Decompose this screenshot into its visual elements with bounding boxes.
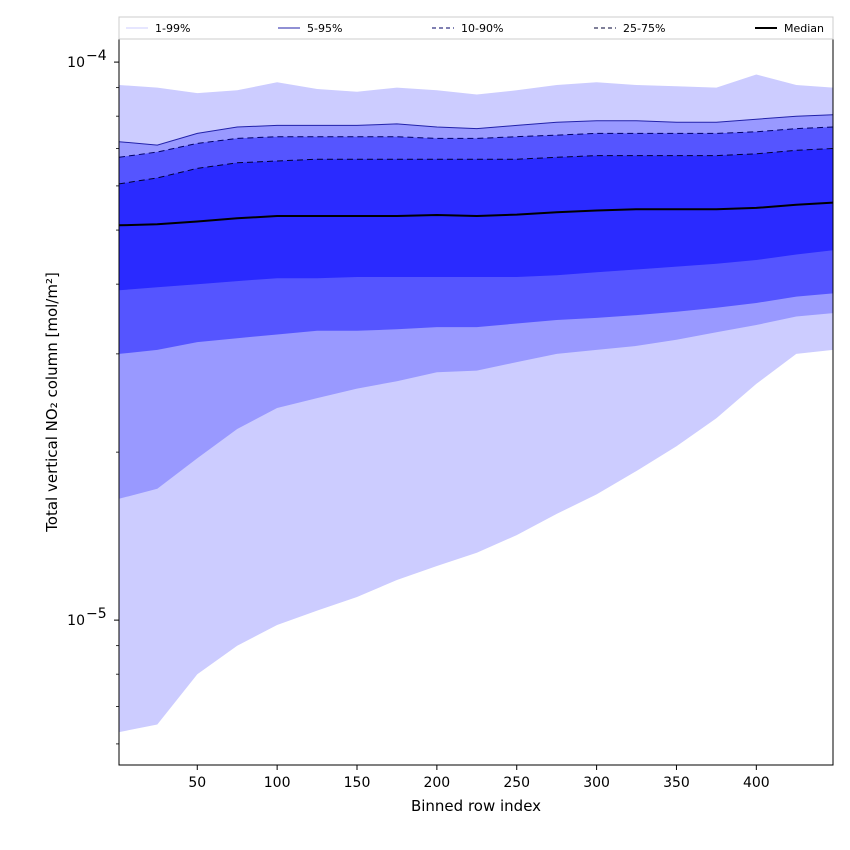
legend-frame	[118, 16, 834, 40]
legend: 1-99% 5-95% 10-90% 25-75% Median	[118, 16, 834, 40]
x-tick-label: 100	[264, 775, 291, 791]
y-tick-label-exponent: −5	[86, 606, 107, 622]
legend-band-1-label: 5-95%	[307, 22, 342, 35]
y-tick-label: 10	[67, 55, 85, 71]
x-tick-label: 200	[423, 775, 450, 791]
band-1-upper-line	[118, 114, 834, 146]
x-tick-label: 400	[743, 775, 770, 791]
legend-band-3-label: 25-75%	[623, 22, 665, 35]
bands-layer	[119, 74, 833, 733]
band-3-area	[119, 148, 833, 291]
y-tick-label: 10	[67, 613, 85, 629]
legend-band-0-label: 1-99%	[155, 22, 190, 35]
y-axis-ticks: 10−510−4	[67, 48, 119, 745]
x-tick-label: 50	[188, 775, 206, 791]
x-tick-label: 250	[503, 775, 530, 791]
y-tick-label-exponent: −4	[86, 48, 107, 64]
x-tick-label: 150	[344, 775, 371, 791]
median-line	[118, 201, 834, 227]
legend-median-label: Median	[784, 22, 824, 35]
x-axis-label: Binned row index	[411, 797, 541, 815]
x-tick-label: 350	[663, 775, 690, 791]
legend-band-2-label: 10-90%	[461, 22, 503, 35]
lines-layer	[118, 114, 834, 227]
x-axis-ticks: 50 100 150 200 250 300 350 400	[188, 765, 770, 791]
y-axis-label: Total vertical NO₂ column [mol/m²]	[43, 272, 61, 533]
x-tick-label: 300	[583, 775, 610, 791]
band-3-upper-line	[118, 148, 834, 185]
